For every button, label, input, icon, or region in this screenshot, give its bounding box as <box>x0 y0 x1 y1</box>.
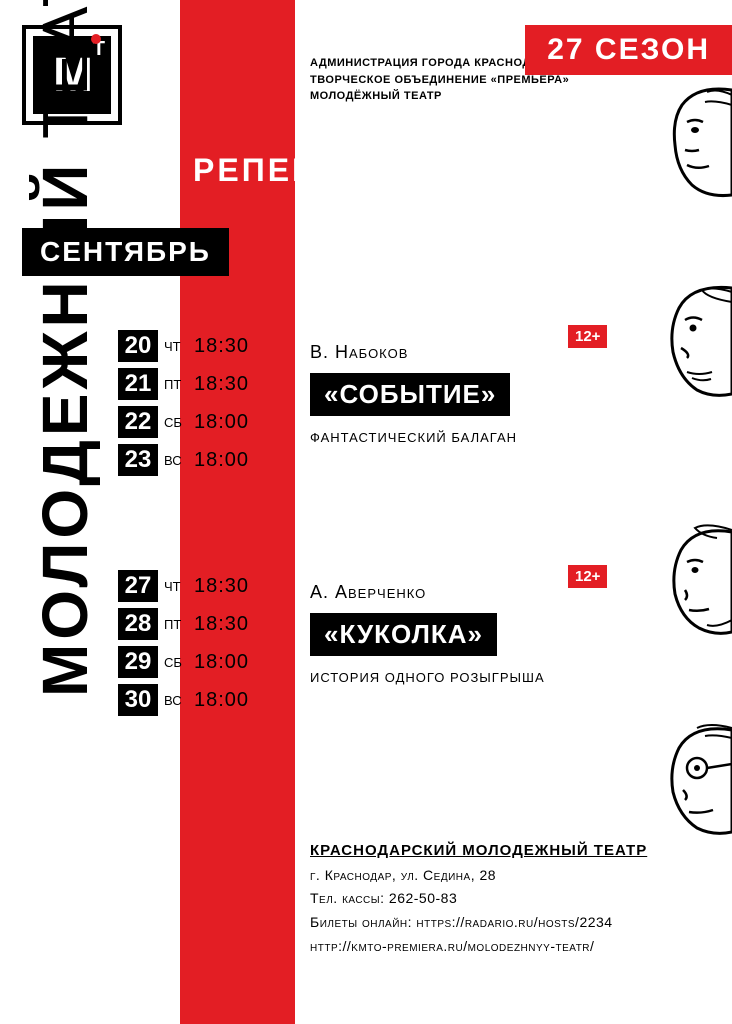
time-label: 18:00 <box>194 651 249 674</box>
day-label: СБ <box>164 655 186 670</box>
footer-contact: КРАСНОДАРСКИЙ МОЛОДЕЖНЫЙ ТЕАТР г. Красно… <box>310 838 647 959</box>
schedule-block-1: 20 ЧТ 18:30 21 ПТ 18:30 22 СБ 18:00 23 В… <box>118 330 249 482</box>
date-box: 22 <box>118 406 158 438</box>
schedule-row: 30 ВС 18:00 <box>118 684 249 716</box>
repertoire-heading: РЕПЕРТУАР <box>193 152 409 189</box>
day-label: ПТ <box>164 617 186 632</box>
day-label: СБ <box>164 415 186 430</box>
footer-title: КРАСНОДАРСКИЙ МОЛОДЕЖНЫЙ ТЕАТР <box>310 838 647 864</box>
age-badge-2: 12+ <box>568 565 607 588</box>
play-subtitle: ФАНТАСТИЧЕСКИЙ БАЛАГАН <box>310 430 517 445</box>
play-block-2: А. Аверченко «КУКОЛКА» ИСТОРИЯ ОДНОГО РО… <box>310 582 545 685</box>
date-box: 20 <box>118 330 158 362</box>
footer-tickets: Билеты онлайн: https://radario.ru/hosts/… <box>310 911 647 935</box>
day-label: ВС <box>164 693 186 708</box>
time-label: 18:30 <box>194 373 249 396</box>
schedule-row: 23 ВС 18:00 <box>118 444 249 476</box>
schedule-row: 22 СБ 18:00 <box>118 406 249 438</box>
face-illustration-icon <box>637 280 732 400</box>
day-label: ВС <box>164 453 186 468</box>
footer-address: г. Краснодар, ул. Седина, 28 <box>310 864 647 888</box>
day-label: ПТ <box>164 377 186 392</box>
face-illustration-icon <box>637 520 732 640</box>
season-banner: 27 СЕЗОН <box>525 25 732 75</box>
play-author: А. Аверченко <box>310 582 545 603</box>
vertical-theater-title: МОЛОДЕЖНЫЙ ТЕАТР <box>28 0 102 697</box>
date-box: 27 <box>118 570 158 602</box>
time-label: 18:30 <box>194 335 249 358</box>
schedule-row: 28 ПТ 18:30 <box>118 608 249 640</box>
schedule-row: 27 ЧТ 18:30 <box>118 570 249 602</box>
play-author: В. Набоков <box>310 342 517 363</box>
date-box: 21 <box>118 368 158 400</box>
play-block-1: В. Набоков «СОБЫТИЕ» ФАНТАСТИЧЕСКИЙ БАЛА… <box>310 342 517 445</box>
time-label: 18:00 <box>194 449 249 472</box>
footer-site: http://kmto-premiera.ru/molodezhnyy-teat… <box>310 935 647 959</box>
face-illustration-icon <box>637 80 732 200</box>
schedule-block-2: 27 ЧТ 18:30 28 ПТ 18:30 29 СБ 18:00 30 В… <box>118 570 249 722</box>
schedule-row: 29 СБ 18:00 <box>118 646 249 678</box>
day-label: ЧТ <box>164 339 186 354</box>
time-label: 18:00 <box>194 689 249 712</box>
play-title: «КУКОЛКА» <box>310 613 497 656</box>
time-label: 18:30 <box>194 575 249 598</box>
time-label: 18:00 <box>194 411 249 434</box>
schedule-row: 21 ПТ 18:30 <box>118 368 249 400</box>
day-label: ЧТ <box>164 579 186 594</box>
play-title: «СОБЫТИЕ» <box>310 373 510 416</box>
date-box: 23 <box>118 444 158 476</box>
schedule-row: 20 ЧТ 18:30 <box>118 330 249 362</box>
time-label: 18:30 <box>194 613 249 636</box>
date-box: 28 <box>118 608 158 640</box>
date-box: 29 <box>118 646 158 678</box>
face-illustration-icon <box>637 720 732 840</box>
play-subtitle: ИСТОРИЯ ОДНОГО РОЗЫГРЫША <box>310 670 545 685</box>
age-badge-1: 12+ <box>568 325 607 348</box>
footer-phone: Тел. кассы: 262-50-83 <box>310 887 647 911</box>
month-label: СЕНТЯБРЬ <box>22 228 229 276</box>
date-box: 30 <box>118 684 158 716</box>
